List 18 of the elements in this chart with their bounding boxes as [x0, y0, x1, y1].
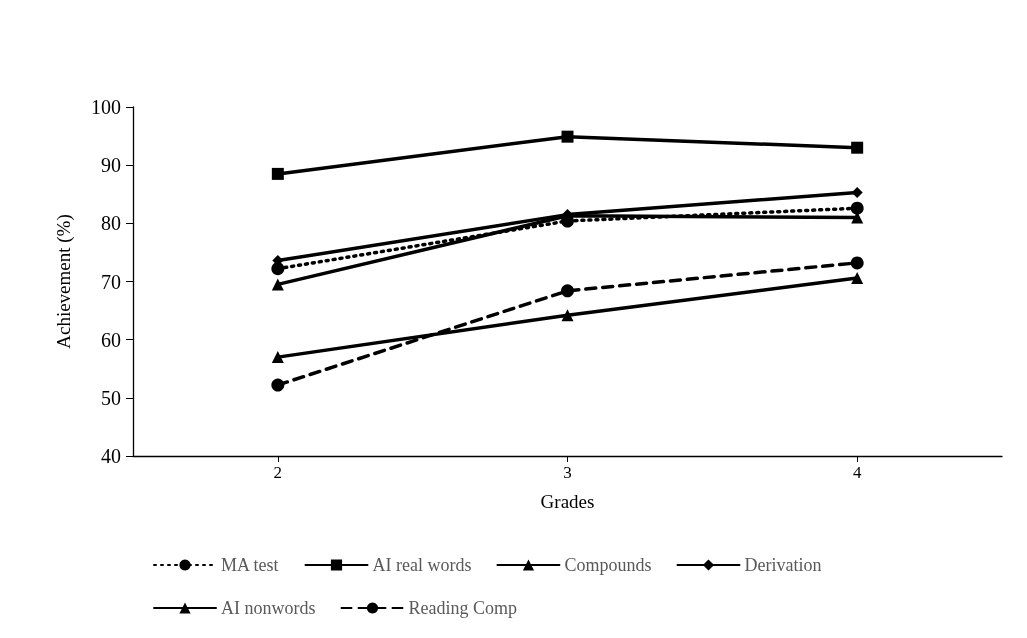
legend-label: MA test: [221, 555, 279, 575]
legend-label: Reading Comp: [408, 598, 517, 618]
y-tick-label: 60: [101, 328, 121, 351]
legend-label: AI nonwords: [221, 598, 316, 618]
x-tick-label: 4: [852, 463, 862, 482]
legend-label: Compounds: [564, 555, 652, 575]
y-tick-label: 80: [101, 212, 121, 235]
legend-label: AI real words: [372, 555, 472, 575]
y-tick-label: 100: [91, 96, 121, 118]
y-tick-label: 70: [101, 270, 121, 293]
y-axis-title: Achievement (%): [53, 214, 75, 349]
x-tick-label: 3: [563, 463, 572, 482]
x-tick-label: 2: [273, 463, 283, 482]
y-tick-label: 50: [101, 386, 121, 409]
legend-label: Derivation: [744, 555, 822, 575]
y-tick-label: 40: [101, 445, 121, 467]
x-axis-title: Grades: [540, 491, 595, 512]
y-tick-label: 90: [101, 154, 121, 177]
